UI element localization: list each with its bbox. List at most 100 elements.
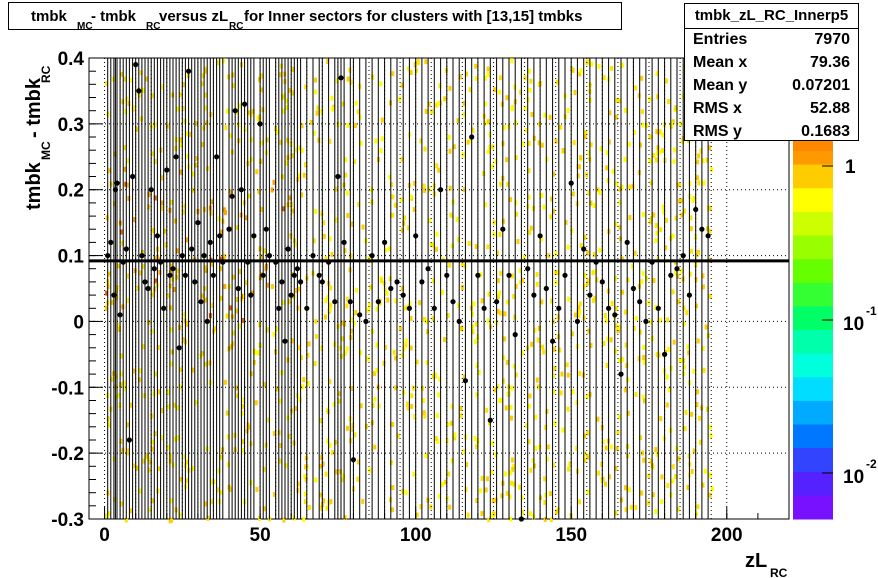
heat-cell: [520, 509, 524, 515]
profile-point: [431, 305, 437, 311]
heat-cell: [157, 389, 161, 395]
heat-cell: [290, 338, 294, 344]
heat-cell: [605, 363, 609, 368]
heat-cell: [475, 363, 479, 369]
heat-cell: [260, 140, 264, 146]
title-part2: - tmbk: [91, 8, 136, 25]
heat-cell: [702, 180, 706, 186]
heat-cell: [474, 321, 478, 327]
heat-cell: [448, 185, 452, 191]
heat-cell: [344, 157, 348, 163]
heat-cell: [529, 467, 533, 473]
heat-cell: [394, 385, 398, 391]
stats-label: RMS x: [693, 100, 742, 117]
y-axis-label-part1: tmbk: [23, 161, 45, 210]
heat-cell: [396, 433, 400, 439]
title-part3: versus zL: [159, 8, 229, 25]
profile-point: [273, 259, 279, 265]
heat-cell: [120, 72, 124, 77]
heat-cell: [578, 309, 582, 315]
heat-cell: [431, 316, 435, 322]
heat-cell: [558, 347, 562, 353]
profile-point: [142, 279, 148, 285]
heat-cell: [527, 141, 531, 146]
heat-cell: [549, 214, 553, 220]
heat-cell: [160, 408, 164, 414]
profile-point: [668, 272, 674, 278]
heat-cell: [219, 295, 223, 301]
heat-cell: [301, 384, 305, 390]
heat-cell: [504, 471, 507, 477]
heat-cell: [340, 477, 344, 483]
heat-cell: [497, 89, 501, 95]
heat-cell: [123, 76, 127, 82]
heat-cell: [425, 360, 429, 366]
heat-cell: [170, 517, 174, 523]
stats-name: tmbk_zL_RC_Innerp5: [685, 4, 858, 29]
heat-cell: [707, 205, 711, 211]
heat-cell: [487, 517, 491, 523]
heat-cell: [545, 456, 549, 462]
heat-cell: [589, 343, 593, 348]
color-palette: 110-110-2: [793, 141, 877, 520]
heat-cell: [206, 515, 210, 521]
profile-point: [130, 173, 136, 180]
y-tick-label: -0.3: [51, 510, 84, 531]
heat-cell: [244, 215, 248, 221]
heat-cell: [583, 234, 587, 240]
profile-point: [624, 239, 630, 245]
heat-cell: [352, 320, 356, 326]
heat-cell: [534, 414, 538, 420]
profile-point: [257, 121, 263, 127]
profile-point: [406, 305, 412, 311]
heat-cell: [615, 446, 619, 452]
heat-cell: [447, 471, 451, 477]
profile-point: [347, 299, 353, 305]
heat-cell: [659, 317, 662, 323]
heat-cell: [179, 169, 183, 175]
heat-cell: [307, 505, 311, 510]
heat-cell: [666, 483, 670, 488]
heat-cell: [684, 409, 688, 415]
heat-cell: [320, 454, 324, 460]
profile-point: [494, 299, 500, 305]
heat-cell: [618, 358, 622, 363]
heat-cell: [151, 439, 155, 445]
heat-cell: [241, 404, 245, 409]
heat-cell: [666, 317, 670, 323]
profile-point: [335, 173, 341, 180]
heat-cell: [597, 63, 601, 69]
heat-cell: [291, 208, 295, 214]
heat-cell: [511, 105, 514, 110]
heat-cell: [319, 418, 323, 424]
heat-cell: [300, 148, 304, 154]
heat-cell: [294, 288, 298, 293]
heat-cell: [498, 310, 502, 316]
heat-cell: [231, 83, 235, 89]
heat-cell: [574, 312, 578, 318]
heat-cell: [325, 505, 329, 511]
heat-cell: [477, 369, 481, 375]
profile-point: [189, 246, 195, 252]
heat-cell: [329, 302, 333, 308]
profile-point: [201, 253, 207, 259]
heat-cell: [160, 175, 164, 181]
heat-cell: [596, 416, 600, 422]
heat-cell: [479, 272, 483, 278]
heat-cell: [251, 109, 255, 114]
profile-point: [686, 292, 693, 298]
heat-cell: [351, 317, 355, 323]
heat-cell: [583, 272, 587, 278]
profile-point: [154, 233, 160, 239]
heat-cell: [485, 407, 489, 413]
profile-point: [649, 259, 655, 265]
heat-cell: [689, 226, 693, 232]
heat-cell: [446, 313, 450, 318]
heat-cell: [185, 459, 189, 465]
heat-cell: [324, 314, 327, 320]
heat-cell: [163, 228, 167, 234]
heat-cell: [270, 284, 274, 290]
heat-cell: [551, 373, 555, 379]
y-axis-label: tmbk MC - tmbk RC: [23, 65, 53, 210]
heat-cell: [319, 463, 323, 469]
